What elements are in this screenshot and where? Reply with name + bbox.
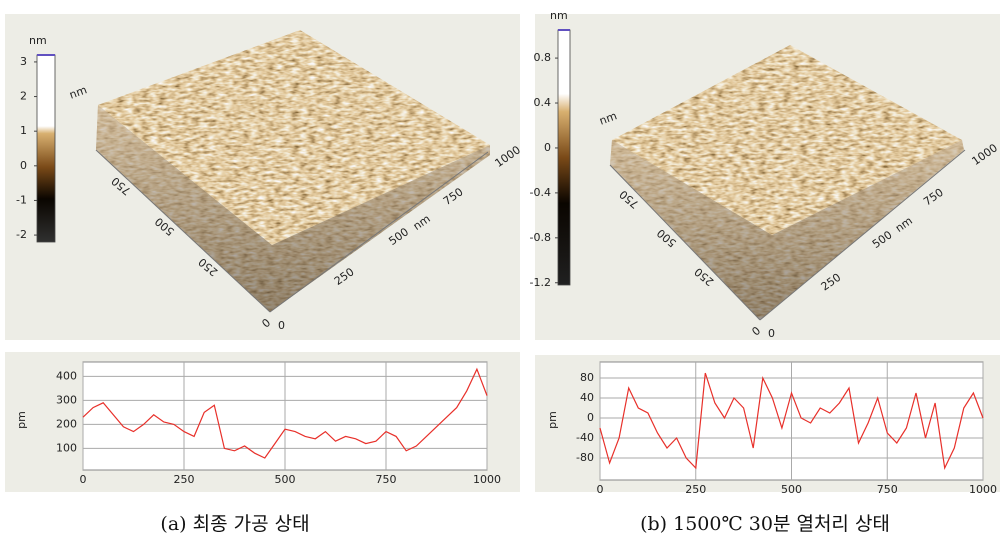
x-tick-label: 500 <box>781 483 802 496</box>
y-tick-label: 0 <box>587 411 594 424</box>
colorbar-tick-label: 1 <box>20 124 27 137</box>
y-tick-label: 80 <box>580 371 594 384</box>
axis <box>95 149 271 313</box>
caption: (b) 1500℃ 30분 열처리 상태 <box>640 513 890 535</box>
colorbar-unit: nm <box>29 34 47 47</box>
axis <box>609 164 761 321</box>
colorbar <box>557 29 571 286</box>
x-tick-label: 250 <box>685 483 706 496</box>
colorbar-tick-label: -2 <box>16 228 27 241</box>
z-unit: nm <box>598 109 619 127</box>
corner-label: 0 <box>278 319 285 332</box>
colorbar-tick-label: 2 <box>20 90 27 103</box>
colorbar-tick-label: -1 <box>16 193 27 206</box>
profile-line <box>599 372 984 471</box>
x-tick-label: 750 <box>376 473 397 486</box>
y-tick-label: 400 <box>56 369 77 382</box>
x-tick-label: 1000 <box>473 473 501 486</box>
colorbar <box>36 54 56 243</box>
colorbar-unit: nm <box>550 9 568 22</box>
axis <box>269 151 489 313</box>
y-tick-label: -40 <box>576 431 594 444</box>
axis <box>759 149 966 321</box>
x-tick-label: 0 <box>597 483 604 496</box>
y-tick-label: 200 <box>56 417 77 430</box>
y-tick-label: -80 <box>576 451 594 464</box>
profile-line <box>82 367 488 459</box>
x-tick-label: 0 <box>80 473 87 486</box>
x-tick-label: 500 <box>275 473 296 486</box>
colorbar-tick-label: 3 <box>20 55 27 68</box>
colorbar-tick-label: -1.2 <box>530 276 551 289</box>
colorbar-tick-label: 0 <box>20 159 27 172</box>
colorbar-tick-label: -0.4 <box>530 186 551 199</box>
y-tick-label: 100 <box>56 441 77 454</box>
x-tick-label: 750 <box>877 483 898 496</box>
colorbar-tick-label: 0.4 <box>534 96 552 109</box>
z-unit: nm <box>68 83 89 101</box>
colorbar-tick-label: 0.8 <box>534 51 552 64</box>
x-tick-label: 1000 <box>969 483 997 496</box>
y-axis-label: pm <box>15 411 28 429</box>
colorbar-tick-label: 0 <box>544 141 551 154</box>
y-tick-label: 300 <box>56 393 77 406</box>
x-tick-label: 250 <box>174 473 195 486</box>
colorbar-tick-label: -0.8 <box>530 231 551 244</box>
y-axis-label: pm <box>546 411 559 429</box>
y-tick-label: 40 <box>580 391 594 404</box>
caption: (a) 최종 가공 상태 <box>160 513 309 535</box>
corner-label: 0 <box>768 327 775 340</box>
